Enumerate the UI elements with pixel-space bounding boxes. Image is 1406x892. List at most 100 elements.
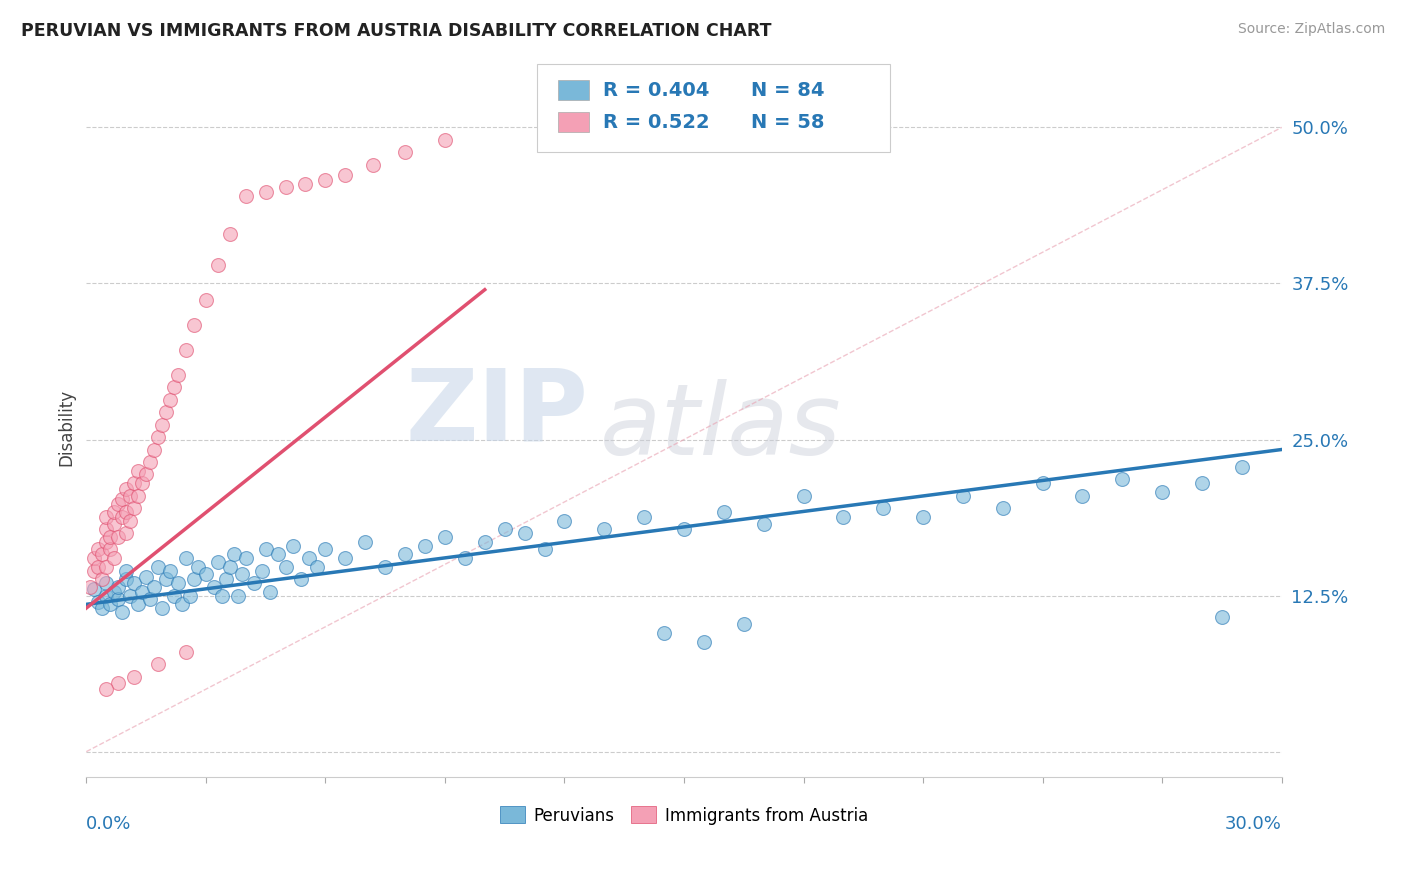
Point [207,555,229,569]
Point [120,514,142,528]
Point [146,657,169,672]
Point [122,670,145,684]
Point [143,442,166,457]
Text: N = 58: N = 58 [751,112,824,132]
Point [394,548,416,562]
Point [135,467,157,482]
Point [793,489,815,503]
Point [952,489,974,503]
Point [474,535,496,549]
Point [98,597,121,611]
Text: atlas: atlas [600,378,842,475]
Point [1211,609,1233,624]
Point [96,510,118,524]
Point [155,405,177,419]
Point [127,489,149,503]
Point [494,523,516,537]
Point [115,526,138,541]
Point [394,145,416,160]
Point [91,601,114,615]
Point [259,584,281,599]
Y-axis label: Disability: Disability [58,389,75,466]
Point [254,542,277,557]
Point [87,542,110,557]
Point [120,489,142,503]
Point [159,564,181,578]
Point [693,634,716,648]
Point [513,526,536,541]
Point [433,530,456,544]
Point [127,597,149,611]
Point [107,592,129,607]
Point [170,597,193,611]
Point [183,573,205,587]
Point [131,584,153,599]
Point [912,510,935,524]
Text: ZIP: ZIP [405,365,588,461]
Point [115,505,138,519]
Point [107,580,129,594]
Point [194,293,217,307]
Point [91,548,114,562]
Point [174,551,197,566]
Point [155,573,177,587]
Point [250,564,273,578]
Point [111,510,134,524]
Point [307,560,329,574]
Point [107,676,129,690]
Point [159,392,181,407]
Point [752,517,775,532]
Point [633,510,655,524]
Point [98,542,121,557]
Point [139,455,162,469]
Point [226,589,249,603]
Text: PERUVIAN VS IMMIGRANTS FROM AUSTRIA DISABILITY CORRELATION CHART: PERUVIAN VS IMMIGRANTS FROM AUSTRIA DISA… [21,22,772,40]
Point [115,483,138,497]
Point [290,573,312,587]
Point [163,589,186,603]
Point [96,682,118,697]
Point [83,564,105,578]
Text: R = 0.404: R = 0.404 [603,80,710,100]
Point [115,564,138,578]
Text: N = 84: N = 84 [751,80,824,100]
Point [266,548,288,562]
Point [1230,460,1253,475]
Point [150,417,173,432]
Point [122,576,145,591]
Text: 0.0%: 0.0% [86,815,132,833]
Point [733,617,755,632]
Point [991,501,1014,516]
Point [1111,473,1133,487]
Point [135,570,157,584]
Point [242,576,264,591]
Point [218,560,240,574]
Point [139,592,162,607]
Point [374,560,396,574]
Point [274,560,297,574]
Point [103,517,125,532]
Point [254,186,277,200]
Text: R = 0.522: R = 0.522 [603,112,710,132]
Point [91,573,114,587]
Point [194,567,217,582]
Point [298,551,321,566]
Point [96,535,118,549]
Point [1071,489,1094,503]
Point [1032,476,1054,491]
Point [103,584,125,599]
Point [207,258,229,272]
Point [235,551,257,566]
Text: 30.0%: 30.0% [1225,815,1282,833]
Point [413,539,436,553]
Point [107,498,129,512]
Point [231,567,253,582]
Point [103,551,125,566]
Point [127,464,149,478]
Point [713,505,735,519]
Point [187,560,209,574]
Point [87,560,110,574]
Legend: Peruvians, Immigrants from Austria: Peruvians, Immigrants from Austria [494,800,875,831]
Point [361,158,384,172]
Point [274,180,297,194]
